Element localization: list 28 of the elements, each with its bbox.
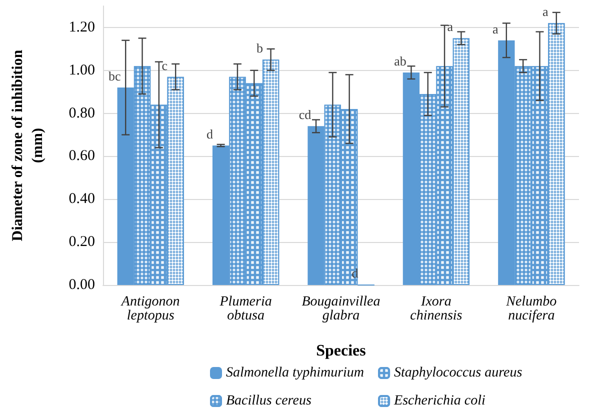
- legend-label: Salmonella typhimurium: [226, 366, 364, 380]
- data-label: b: [256, 40, 264, 56]
- y-tick-label: 1.20: [68, 19, 95, 36]
- y-tick-label: 0.20: [68, 234, 95, 250]
- data-label: c: [162, 58, 168, 73]
- data-label: a: [542, 4, 548, 20]
- y-axis-title: Diameter of zone of inhibition (mm): [10, 49, 46, 242]
- data-label: bc: [108, 68, 121, 84]
- data-label: ab: [394, 54, 406, 69]
- legend-label: Escherichia coli: [393, 394, 486, 408]
- x-tick-label: Ixora chinensis: [410, 294, 463, 324]
- x-tick-label: Nelumbo nucifera: [505, 294, 557, 324]
- x-tick-label: Bougainvillea glabra: [302, 294, 380, 324]
- x-axis-title: Species: [316, 342, 366, 360]
- x-tick-label: Antigonon leptopus: [120, 294, 180, 324]
- x-tick-label: Plumeria obtusa: [218, 294, 272, 324]
- y-tick-label: 1.00: [68, 62, 95, 78]
- legend-label: Bacillus cereus: [226, 394, 312, 408]
- data-label: a: [492, 21, 499, 36]
- y-tick-label: 0.60: [68, 148, 95, 164]
- data-label: d: [206, 126, 214, 142]
- y-tick-label: 0.40: [68, 191, 95, 208]
- data-label: d: [352, 266, 359, 280]
- data-label: cd: [298, 107, 312, 122]
- y-tick-label: 0.80: [68, 105, 95, 122]
- legend-label: Staphylococcus aureus: [394, 366, 523, 380]
- y-tick-label: 0.00: [68, 277, 95, 293]
- data-label: a: [447, 19, 454, 34]
